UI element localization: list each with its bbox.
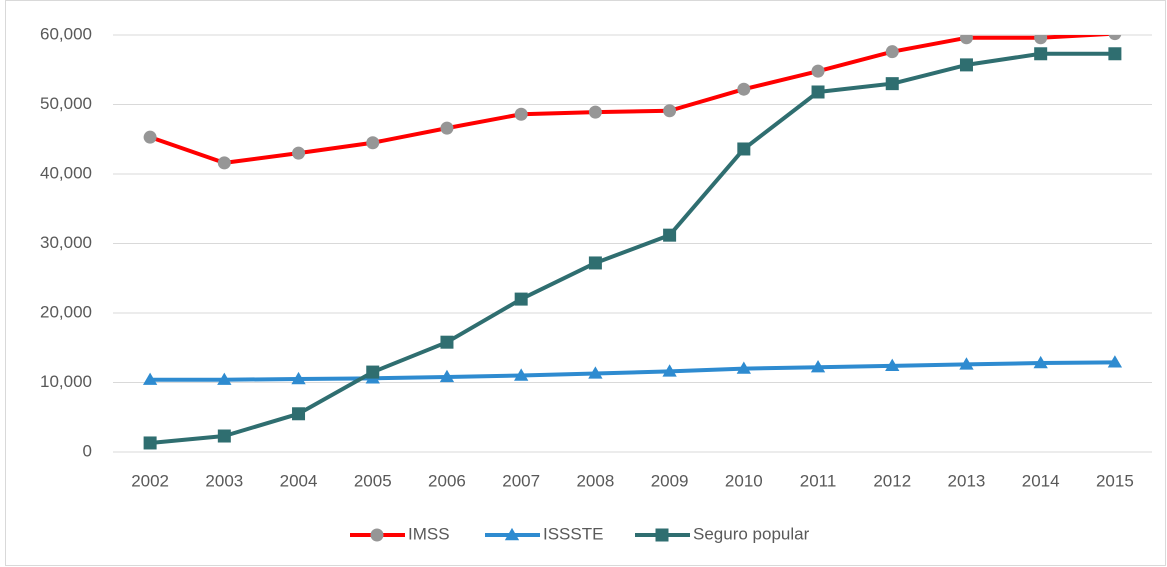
marker bbox=[292, 146, 306, 160]
marker bbox=[736, 361, 751, 374]
marker bbox=[217, 429, 231, 443]
marker bbox=[142, 372, 158, 385]
marker bbox=[440, 121, 454, 135]
x-tick-label: 2003 bbox=[205, 471, 243, 490]
marker bbox=[292, 407, 306, 421]
x-tick-label: 2008 bbox=[576, 471, 614, 490]
marker bbox=[811, 64, 825, 78]
marker bbox=[370, 528, 384, 542]
y-tick-label: 50,000 bbox=[40, 94, 92, 113]
x-tick-label: 2012 bbox=[873, 471, 911, 490]
marker bbox=[588, 105, 602, 119]
x-tick-label: 2010 bbox=[725, 471, 763, 490]
marker bbox=[663, 228, 677, 242]
marker bbox=[1033, 355, 1048, 369]
x-tick-label: 2015 bbox=[1096, 471, 1134, 490]
marker bbox=[810, 360, 826, 373]
marker bbox=[885, 358, 900, 372]
marker bbox=[1108, 35, 1122, 41]
x-tick-label: 2013 bbox=[948, 471, 986, 490]
marker bbox=[737, 142, 751, 156]
marker bbox=[655, 528, 669, 542]
legend-label: ISSSTE bbox=[543, 524, 603, 543]
marker bbox=[959, 357, 974, 370]
marker bbox=[737, 82, 751, 96]
marker bbox=[1108, 47, 1122, 61]
x-tick-label: 2009 bbox=[651, 471, 689, 490]
marker bbox=[440, 335, 454, 349]
marker bbox=[514, 368, 529, 381]
series-line bbox=[150, 360, 1115, 382]
x-tick-label: 2014 bbox=[1022, 471, 1060, 490]
series-line bbox=[149, 51, 1115, 445]
marker bbox=[143, 436, 157, 450]
marker bbox=[959, 35, 973, 45]
marker bbox=[291, 371, 306, 385]
marker bbox=[217, 156, 231, 170]
plot-area bbox=[142, 35, 1123, 450]
marker bbox=[514, 107, 528, 121]
marker bbox=[885, 45, 899, 59]
marker bbox=[1034, 47, 1048, 61]
marker bbox=[811, 85, 825, 99]
legend-label: IMSS bbox=[408, 524, 450, 543]
chart-border bbox=[5, 0, 1166, 566]
marker bbox=[514, 292, 528, 306]
marker bbox=[885, 77, 899, 91]
marker bbox=[588, 256, 602, 270]
marker bbox=[1107, 355, 1123, 368]
marker bbox=[439, 369, 455, 383]
marker bbox=[366, 136, 380, 150]
marker bbox=[959, 58, 973, 72]
marker bbox=[1034, 35, 1048, 45]
x-tick-label: 2005 bbox=[354, 471, 392, 490]
y-tick-label: 20,000 bbox=[40, 302, 92, 321]
legend-label: Seguro popular bbox=[693, 524, 810, 543]
marker bbox=[143, 130, 157, 144]
x-tick-label: 2011 bbox=[800, 471, 837, 490]
x-tick-label: 2007 bbox=[502, 471, 540, 490]
y-tick-label: 30,000 bbox=[40, 233, 92, 252]
marker bbox=[588, 366, 603, 379]
marker bbox=[217, 372, 232, 385]
x-tick-label: 2006 bbox=[428, 471, 466, 490]
x-tick-label: 2004 bbox=[280, 471, 318, 490]
series-line bbox=[149, 35, 1116, 165]
marker bbox=[662, 364, 677, 377]
marker bbox=[366, 365, 380, 379]
y-tick-label: 60,000 bbox=[40, 24, 92, 43]
y-tick-label: 10,000 bbox=[40, 372, 92, 391]
y-tick-label: 40,000 bbox=[40, 163, 92, 182]
marker bbox=[504, 527, 520, 541]
x-tick-label: 2002 bbox=[131, 471, 169, 490]
marker bbox=[663, 104, 677, 118]
y-tick-label: 0 bbox=[83, 441, 92, 460]
